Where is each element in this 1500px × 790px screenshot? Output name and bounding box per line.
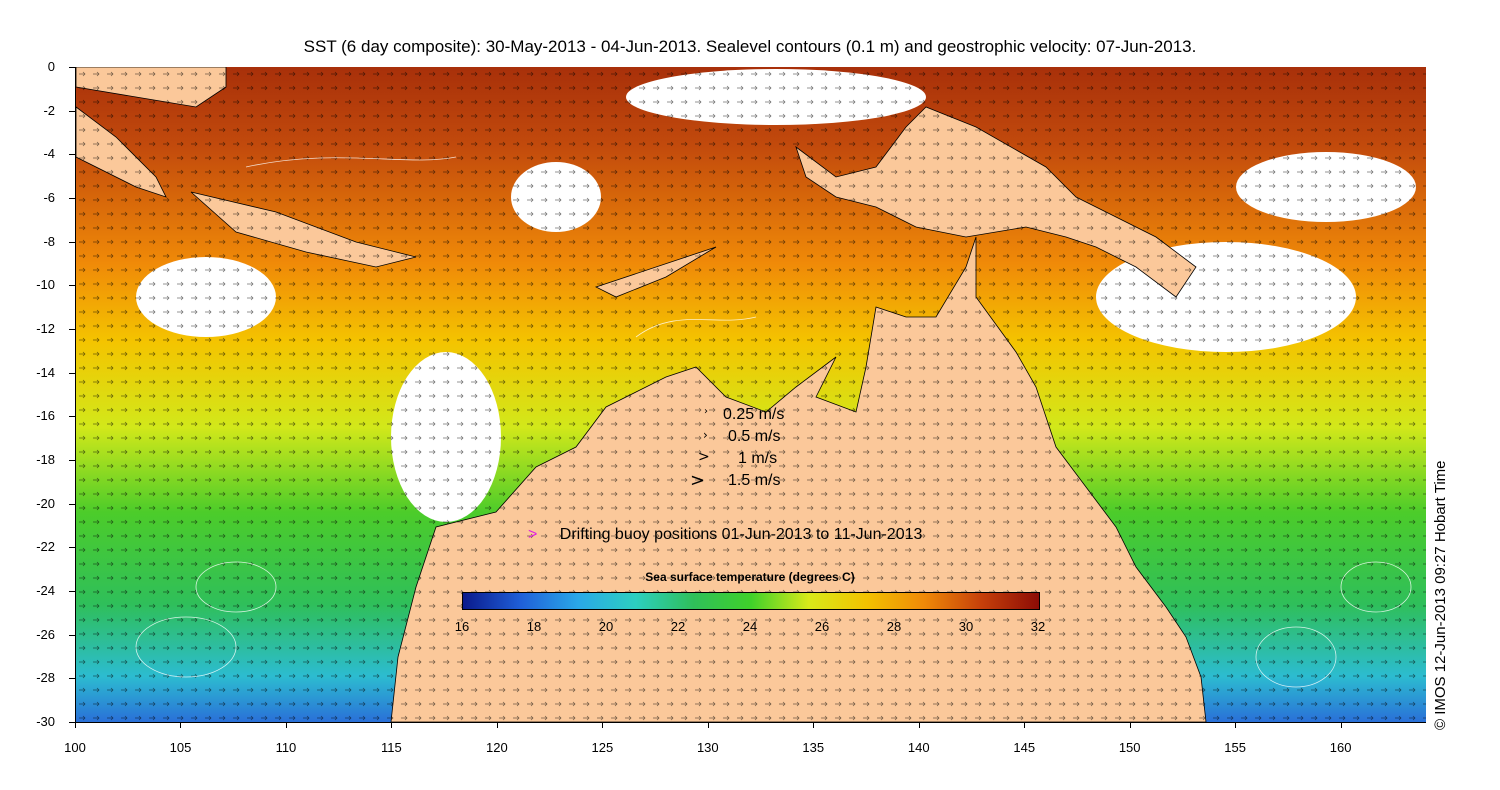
velocity-arrow-3: > <box>698 449 710 465</box>
x-tick-mark <box>1129 722 1131 728</box>
y-tick-mark <box>69 678 75 680</box>
x-tick-label: 125 <box>591 740 614 755</box>
velocity-legend-3: 1 m/s <box>738 450 777 468</box>
x-tick-label: 135 <box>802 740 825 755</box>
x-tick-mark <box>285 722 287 728</box>
colorbar-tick-label: 16 <box>454 619 470 634</box>
velocity-legend-1: 0.25 m/s <box>723 406 784 424</box>
y-tick-label: -26 <box>36 626 55 642</box>
y-tick-mark <box>69 241 75 243</box>
velocity-legend-4-label: 1.5 m/s <box>728 472 781 489</box>
colorbar-title: Sea surface temperature (degrees C) <box>645 570 855 584</box>
y-tick-mark <box>69 285 75 287</box>
colorbar-tick-label: 24 <box>742 619 758 634</box>
y-tick-label: -12 <box>36 321 55 336</box>
velocity-legend-1-label: 0.25 m/s <box>723 406 785 423</box>
x-tick-label: 100 <box>64 740 86 755</box>
buoy-legend-label: Drifting buoy positions 01-Jun-2013 to 1… <box>559 526 923 543</box>
y-tick-mark <box>69 154 75 156</box>
y-tick-label: -8 <box>43 233 55 249</box>
y-tick-label: -18 <box>36 452 55 467</box>
y-tick-mark <box>69 416 75 418</box>
x-tick-mark <box>75 722 76 728</box>
velocity-arrow-1: › <box>704 406 708 417</box>
colorbar-tick-label: 26 <box>814 619 830 634</box>
colorbar-tick-label: 18 <box>526 619 542 634</box>
y-tick-label: -24 <box>36 583 55 598</box>
y-tick-label: -20 <box>36 495 55 511</box>
y-tick-mark <box>69 372 75 374</box>
velocity-legend-4: 1.5 m/s <box>728 472 780 490</box>
y-tick-label: -10 <box>36 277 55 293</box>
sst-map[interactable] <box>75 67 1426 723</box>
y-tick-mark <box>69 591 75 592</box>
y-tick-label: -28 <box>36 670 55 686</box>
y-tick-label: -16 <box>36 408 55 424</box>
colorbar-tick-label: 20 <box>598 619 614 634</box>
map-title: SST (6 day composite): 30-May-2013 - 04-… <box>303 37 1197 56</box>
y-tick-mark <box>69 547 75 549</box>
y-tick-label: -14 <box>36 364 55 380</box>
x-tick-mark <box>1235 722 1237 728</box>
y-tick-label: -6 <box>43 190 55 205</box>
y-tick-label: -22 <box>36 539 55 555</box>
x-tick-label: 140 <box>907 740 930 755</box>
x-tick-mark <box>1024 722 1026 728</box>
velocity-legend-2: 0.5 m/s <box>728 428 780 446</box>
y-tick-mark <box>69 503 75 505</box>
x-tick-label: 155 <box>1224 740 1246 755</box>
colorbar-tick-label: 32 <box>1030 619 1046 634</box>
y-tick-mark <box>69 329 75 330</box>
y-tick-label: 0 <box>47 59 55 74</box>
x-tick-label: 105 <box>169 740 192 755</box>
colorbar <box>462 592 1040 610</box>
credit-text: © IMOS 12-Jun-2013 09:27 Hobart Time <box>1432 460 1449 730</box>
x-tick-mark <box>496 722 498 728</box>
x-tick-label: 110 <box>275 740 297 755</box>
y-tick-label: -4 <box>43 146 55 162</box>
x-tick-mark <box>1340 722 1342 728</box>
velocity-legend-3-label: 1 m/s <box>738 450 778 467</box>
colorbar-tick-label: 28 <box>886 619 902 634</box>
x-tick-label: 150 <box>1118 740 1141 755</box>
colorbar-tick-label: 22 <box>670 619 686 634</box>
x-tick-mark <box>918 722 920 728</box>
x-tick-mark <box>602 722 604 728</box>
y-tick-mark <box>69 722 75 723</box>
x-tick-mark <box>180 722 182 728</box>
colorbar-tick-label: 30 <box>958 619 974 634</box>
velocity-legend-2-label: 0.5 m/s <box>728 428 781 445</box>
y-tick-label: -2 <box>43 102 55 118</box>
y-tick-mark <box>69 460 75 461</box>
x-tick-mark <box>391 722 393 728</box>
sst-map-canvas <box>76 67 1426 722</box>
y-tick-label: -30 <box>36 714 55 729</box>
buoy-symbol: > <box>528 526 538 543</box>
y-tick-mark <box>69 634 75 636</box>
velocity-arrow-2: › <box>703 428 708 442</box>
y-tick-mark <box>69 110 75 112</box>
y-tick-mark <box>69 198 75 199</box>
x-tick-label: 115 <box>381 740 402 755</box>
x-tick-mark <box>813 722 815 728</box>
x-tick-label: 130 <box>696 740 719 755</box>
buoy-legend: > Drifting buoy positions 01-Jun-2013 to… <box>528 526 922 544</box>
x-tick-mark <box>707 722 709 728</box>
x-tick-label: 120 <box>486 740 508 755</box>
x-tick-label: 160 <box>1329 740 1352 755</box>
y-tick-mark <box>69 67 75 68</box>
velocity-vectors <box>76 67 1426 722</box>
velocity-arrow-4: > <box>690 470 706 491</box>
x-tick-label: 145 <box>1013 740 1036 755</box>
sea-level-contours <box>135 156 1412 688</box>
